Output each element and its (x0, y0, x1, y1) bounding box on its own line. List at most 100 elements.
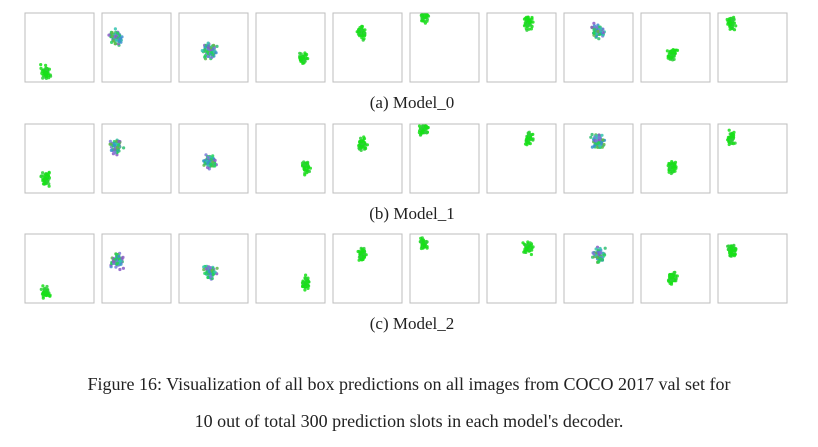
thumbnail (255, 123, 326, 194)
prediction-dot (306, 57, 310, 61)
prediction-dot (601, 138, 605, 142)
prediction-dot (598, 144, 602, 148)
prediction-dot (729, 139, 733, 143)
prediction-dot (357, 30, 361, 34)
panel-grid (24, 12, 788, 304)
prediction-dot (731, 142, 736, 146)
prediction-dot (727, 18, 731, 22)
prediction-dot (673, 169, 677, 173)
thumbnail (255, 12, 326, 83)
thumbnail (486, 123, 557, 194)
prediction-dot (121, 266, 125, 270)
prediction-dot (47, 182, 51, 186)
prediction-dot (361, 34, 365, 38)
prediction-dot (43, 181, 47, 185)
prediction-dot (200, 49, 204, 53)
prediction-dot (301, 284, 305, 289)
prediction-dot (202, 268, 206, 272)
prediction-dot (600, 258, 605, 262)
prediction-dot (729, 21, 733, 25)
prediction-dot (41, 171, 45, 175)
prediction-dot (302, 59, 306, 63)
prediction-dot (363, 28, 367, 32)
prediction-dot (117, 254, 121, 258)
prediction-dot (668, 165, 672, 169)
prediction-dot (119, 262, 123, 266)
prediction-dot (212, 43, 216, 47)
prediction-dot (529, 243, 533, 248)
prediction-dot (39, 66, 43, 70)
prediction-dot (40, 174, 44, 178)
prediction-dot (209, 46, 213, 50)
thumbnail (563, 12, 634, 83)
prediction-dot (206, 161, 210, 165)
prediction-dot (108, 139, 112, 143)
prediction-dot (358, 144, 362, 148)
prediction-dot (360, 140, 364, 144)
prediction-dot (529, 252, 534, 257)
prediction-dot (203, 54, 207, 58)
prediction-dot (303, 173, 307, 177)
prediction-dot (417, 131, 421, 135)
prediction-dot (597, 135, 602, 139)
prediction-dot (306, 286, 310, 290)
prediction-dot (598, 32, 602, 37)
prediction-dot (113, 27, 117, 31)
prediction-dot (306, 165, 310, 170)
prediction-dot (117, 139, 121, 143)
prediction-dot (203, 271, 207, 275)
prediction-dot (732, 17, 736, 22)
prediction-dot (598, 246, 602, 251)
prediction-dot (527, 141, 531, 145)
prediction-dot (307, 169, 311, 174)
thumbnail (24, 12, 95, 83)
prediction-dot (118, 267, 122, 272)
prediction-dot (303, 281, 307, 286)
thumbnail (409, 12, 480, 83)
prediction-dot (595, 25, 599, 29)
prediction-dot (303, 288, 307, 292)
thumbnail (563, 233, 634, 304)
prediction-dot (531, 132, 535, 136)
prediction-dot (670, 55, 674, 59)
prediction-dot (734, 24, 738, 28)
prediction-dot (597, 260, 601, 264)
prediction-dot (42, 174, 46, 178)
prediction-dot (525, 247, 529, 251)
prediction-dot (421, 238, 425, 242)
prediction-dot (672, 57, 676, 62)
prediction-dot (672, 271, 676, 275)
prediction-dot (214, 51, 218, 55)
thumbnail (255, 233, 326, 304)
prediction-dot (361, 248, 365, 252)
prediction-dot (730, 248, 734, 252)
prediction-dot (111, 260, 116, 264)
prediction-dot (361, 255, 366, 259)
prediction-dot (734, 248, 738, 252)
prediction-dot (671, 51, 675, 55)
prediction-dot (593, 27, 597, 31)
prediction-dot (210, 55, 214, 60)
prediction-dot (205, 50, 209, 54)
prediction-dot (594, 139, 599, 143)
prediction-dot (304, 161, 309, 165)
thumbnail (486, 12, 557, 83)
prediction-dot (599, 140, 603, 144)
prediction-dot (525, 136, 529, 140)
prediction-dot (41, 292, 46, 296)
prediction-dot (215, 44, 219, 49)
prediction-dot (526, 15, 530, 19)
prediction-dot (592, 33, 596, 37)
thumbnail (640, 123, 711, 194)
prediction-dot (113, 150, 117, 155)
prediction-dot (304, 276, 308, 280)
prediction-dot (357, 27, 361, 32)
prediction-dot (121, 255, 125, 259)
prediction-dot (48, 293, 52, 297)
prediction-dot (39, 287, 43, 291)
prediction-dot (522, 17, 527, 21)
thumbnail (332, 12, 403, 83)
prediction-dot (299, 55, 303, 60)
prediction-dot (43, 286, 47, 291)
prediction-dot (362, 37, 366, 41)
